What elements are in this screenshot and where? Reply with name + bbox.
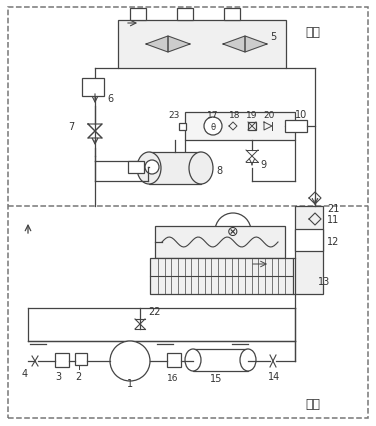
Text: 9: 9	[260, 160, 266, 170]
Ellipse shape	[240, 349, 256, 371]
Bar	[295, 230, 323, 251]
Text: 1: 1	[127, 378, 133, 388]
Bar	[167, 353, 181, 367]
Bar	[248, 123, 256, 131]
Text: 18: 18	[229, 110, 241, 119]
Polygon shape	[245, 37, 267, 53]
Text: 20: 20	[263, 110, 274, 119]
Ellipse shape	[185, 349, 201, 371]
Ellipse shape	[110, 341, 150, 381]
Ellipse shape	[145, 161, 159, 175]
Text: 4: 4	[22, 368, 28, 378]
Polygon shape	[146, 37, 168, 53]
Bar	[82, 79, 104, 97]
Text: 12: 12	[327, 236, 340, 246]
Bar	[150, 259, 293, 294]
Text: 8: 8	[216, 166, 222, 176]
Ellipse shape	[189, 153, 213, 184]
Bar	[155, 227, 285, 259]
Bar	[149, 153, 201, 184]
Bar	[295, 207, 323, 294]
Bar	[55, 353, 69, 367]
Text: 16: 16	[167, 374, 179, 383]
Text: 7: 7	[68, 122, 74, 132]
Bar	[130, 9, 146, 21]
Text: 15: 15	[210, 373, 222, 383]
Text: 10: 10	[295, 110, 307, 120]
Text: 14: 14	[268, 371, 280, 381]
Text: 室内: 室内	[305, 397, 320, 411]
Text: ⊗: ⊗	[227, 225, 239, 239]
Text: 21: 21	[327, 204, 340, 213]
Bar	[179, 124, 186, 131]
Bar	[75, 353, 87, 365]
Bar	[285, 121, 307, 132]
Text: 22: 22	[148, 306, 161, 316]
Text: 3: 3	[55, 371, 61, 381]
Polygon shape	[223, 37, 245, 53]
Text: 11: 11	[327, 215, 339, 225]
Text: 2: 2	[75, 371, 81, 381]
Text: 19: 19	[246, 110, 258, 119]
Text: 6: 6	[107, 94, 113, 104]
Ellipse shape	[215, 213, 251, 249]
Text: 5: 5	[270, 32, 276, 42]
Text: θ: θ	[211, 122, 215, 131]
Bar	[185, 113, 295, 141]
Text: 室外: 室外	[305, 26, 320, 38]
Bar	[118, 21, 286, 69]
Text: 17: 17	[207, 110, 218, 119]
Bar	[177, 9, 193, 21]
Bar	[193, 349, 248, 371]
Bar	[128, 161, 144, 173]
Polygon shape	[168, 37, 190, 53]
Bar	[224, 9, 240, 21]
Text: 23: 23	[168, 110, 179, 119]
Ellipse shape	[137, 153, 161, 184]
Ellipse shape	[204, 118, 222, 136]
Text: 13: 13	[318, 276, 330, 286]
